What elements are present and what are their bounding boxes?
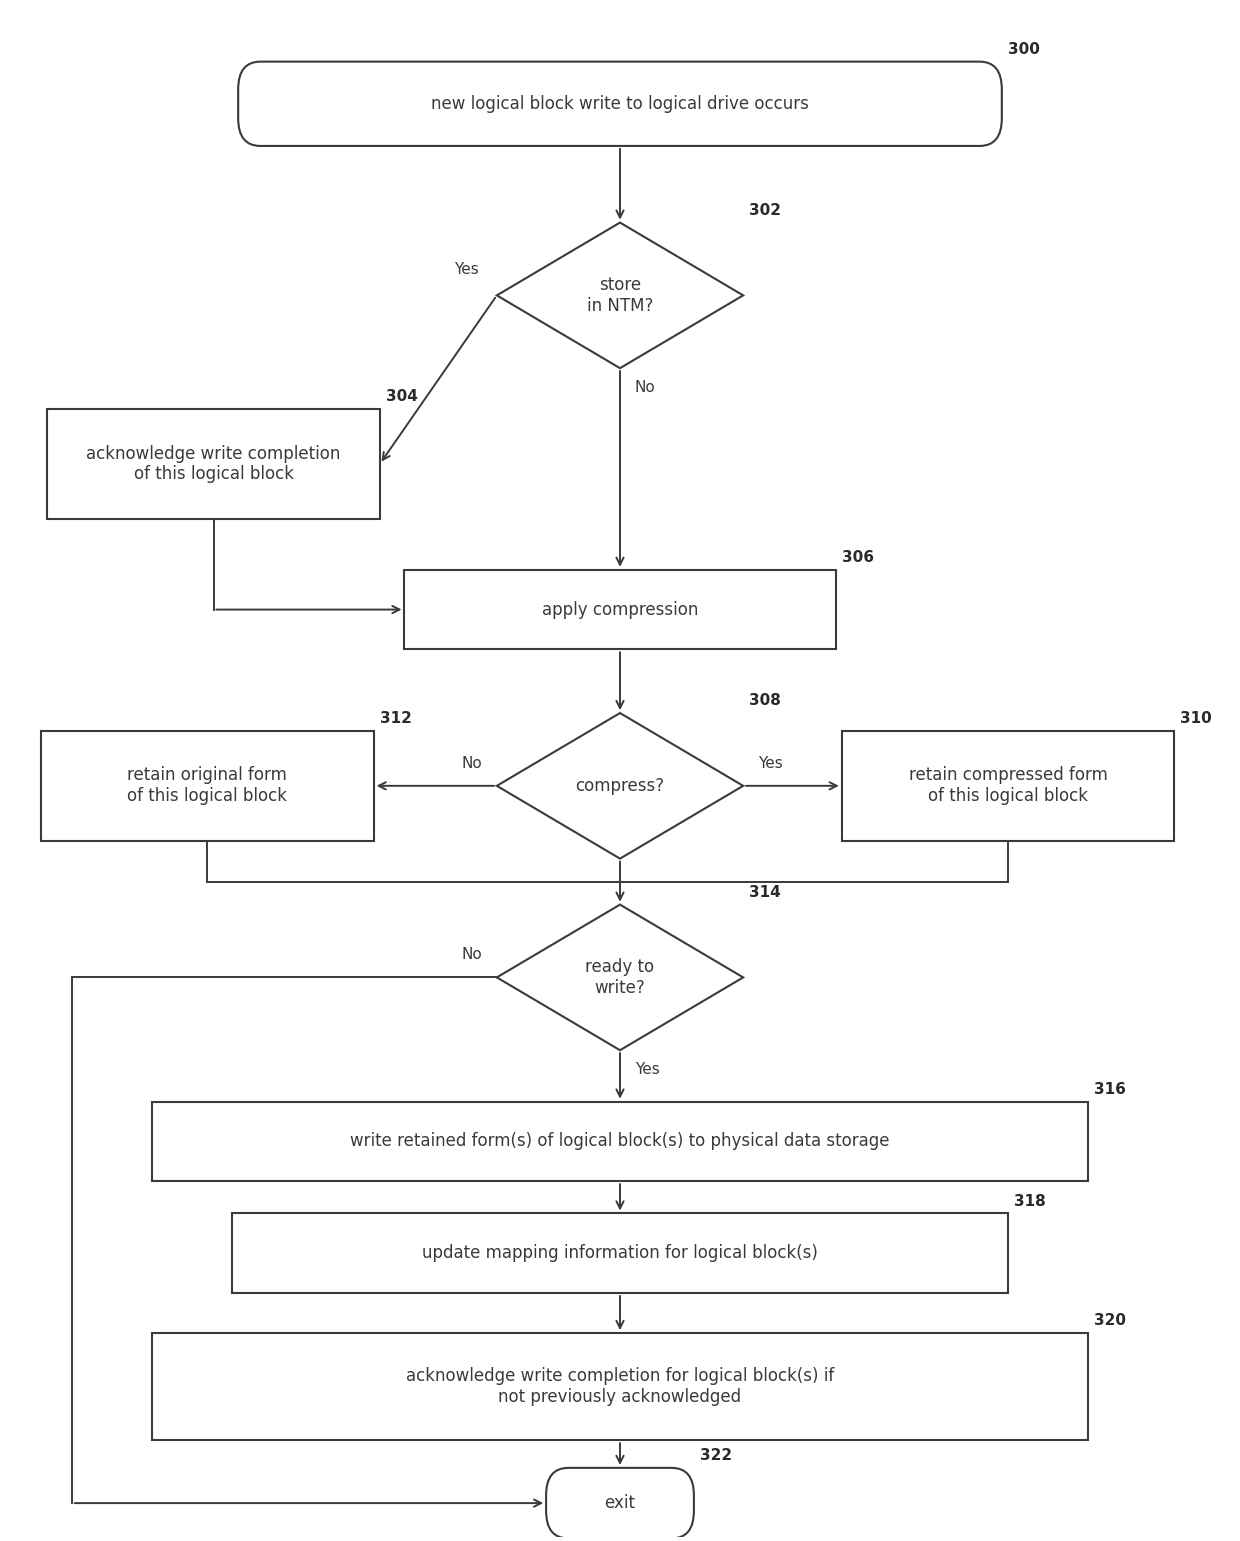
Text: 300: 300 — [1008, 42, 1040, 57]
Text: Yes: Yes — [758, 755, 782, 770]
FancyBboxPatch shape — [232, 1213, 1008, 1293]
FancyBboxPatch shape — [238, 62, 1002, 146]
Text: acknowledge write completion for logical block(s) if
not previously acknowledged: acknowledge write completion for logical… — [405, 1367, 835, 1405]
Polygon shape — [497, 222, 743, 368]
Text: 306: 306 — [842, 550, 874, 566]
Text: 318: 318 — [1014, 1194, 1045, 1208]
Text: apply compression: apply compression — [542, 601, 698, 618]
FancyBboxPatch shape — [41, 730, 373, 841]
Text: No: No — [461, 948, 482, 962]
Text: 314: 314 — [749, 885, 781, 900]
Text: compress?: compress? — [575, 777, 665, 795]
Text: 304: 304 — [386, 390, 418, 404]
Text: new logical block write to logical drive occurs: new logical block write to logical drive… — [432, 96, 808, 112]
Text: 302: 302 — [749, 203, 781, 217]
Text: ready to
write?: ready to write? — [585, 959, 655, 997]
Text: retain original form
of this logical block: retain original form of this logical blo… — [128, 766, 288, 806]
Text: 316: 316 — [1094, 1082, 1126, 1097]
Text: 312: 312 — [379, 710, 412, 726]
Text: acknowledge write completion
of this logical block: acknowledge write completion of this log… — [87, 444, 341, 484]
FancyBboxPatch shape — [404, 570, 836, 649]
Text: exit: exit — [604, 1495, 635, 1512]
Text: Yes: Yes — [454, 262, 479, 277]
FancyBboxPatch shape — [153, 1333, 1087, 1441]
Text: No: No — [461, 755, 482, 770]
Text: retain compressed form
of this logical block: retain compressed form of this logical b… — [909, 766, 1107, 806]
Text: update mapping information for logical block(s): update mapping information for logical b… — [422, 1244, 818, 1262]
Text: No: No — [635, 381, 656, 396]
FancyBboxPatch shape — [842, 730, 1174, 841]
Polygon shape — [497, 713, 743, 858]
Polygon shape — [497, 905, 743, 1051]
FancyBboxPatch shape — [47, 408, 379, 519]
Text: 310: 310 — [1180, 710, 1213, 726]
FancyBboxPatch shape — [153, 1102, 1087, 1182]
Text: Yes: Yes — [635, 1062, 660, 1077]
Text: 320: 320 — [1094, 1313, 1126, 1328]
Text: store
in NTM?: store in NTM? — [587, 276, 653, 314]
Text: write retained form(s) of logical block(s) to physical data storage: write retained form(s) of logical block(… — [350, 1133, 890, 1151]
FancyBboxPatch shape — [546, 1469, 694, 1538]
Text: 308: 308 — [749, 693, 781, 709]
Text: 322: 322 — [701, 1449, 732, 1464]
